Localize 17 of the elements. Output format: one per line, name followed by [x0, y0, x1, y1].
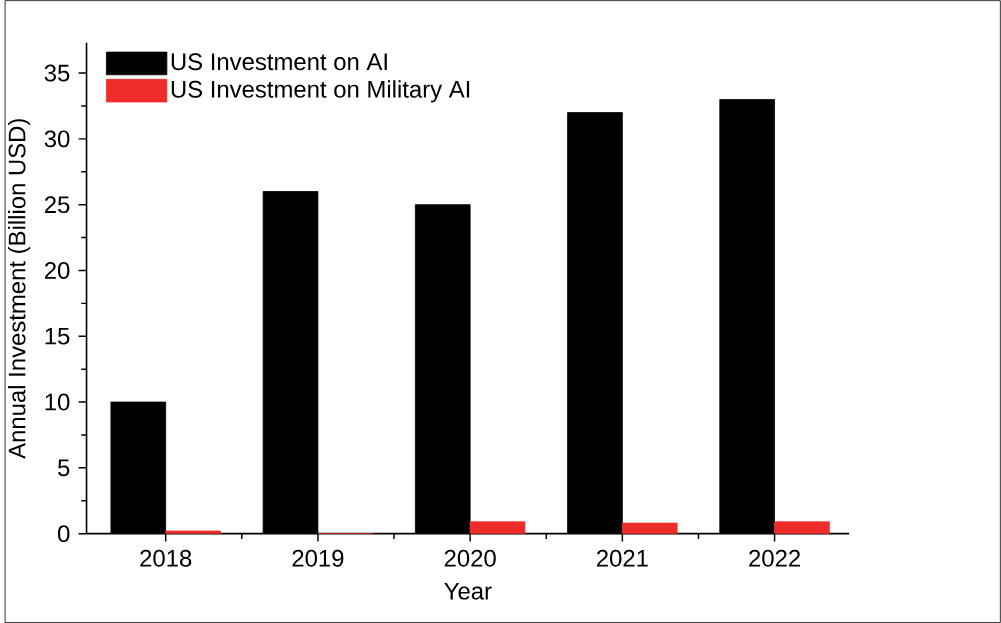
- y-tick-label: 20: [44, 261, 70, 279]
- legend-label: US Investment on AI: [171, 53, 387, 71]
- x-axis-title: Year: [444, 582, 492, 600]
- x-tick-label: 2022: [749, 549, 800, 567]
- x-tick-label: 2021: [596, 549, 648, 567]
- y-tick-label: 15: [45, 327, 70, 345]
- y-tick-label: 10: [45, 393, 70, 411]
- y-tick-label: 35: [44, 64, 70, 82]
- x-tick-label: 2019: [292, 549, 344, 567]
- y-tick-label: 30: [44, 130, 70, 148]
- y-tick-label: 25: [44, 196, 70, 213]
- y-tick-label: 0: [57, 525, 70, 542]
- y-axis-title: Annual Investment (Billion USD): [7, 119, 31, 459]
- legend-label: US Investment on Military AI: [171, 80, 470, 103]
- x-tick-label: 2018: [140, 549, 192, 567]
- x-tick-label: 2020: [444, 549, 496, 567]
- y-tick-label: 5: [58, 459, 70, 477]
